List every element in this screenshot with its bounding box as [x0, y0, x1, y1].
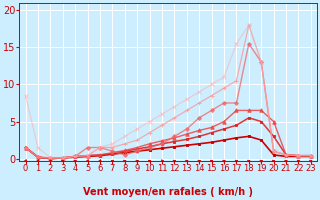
X-axis label: Vent moyen/en rafales ( km/h ): Vent moyen/en rafales ( km/h ): [83, 187, 253, 197]
